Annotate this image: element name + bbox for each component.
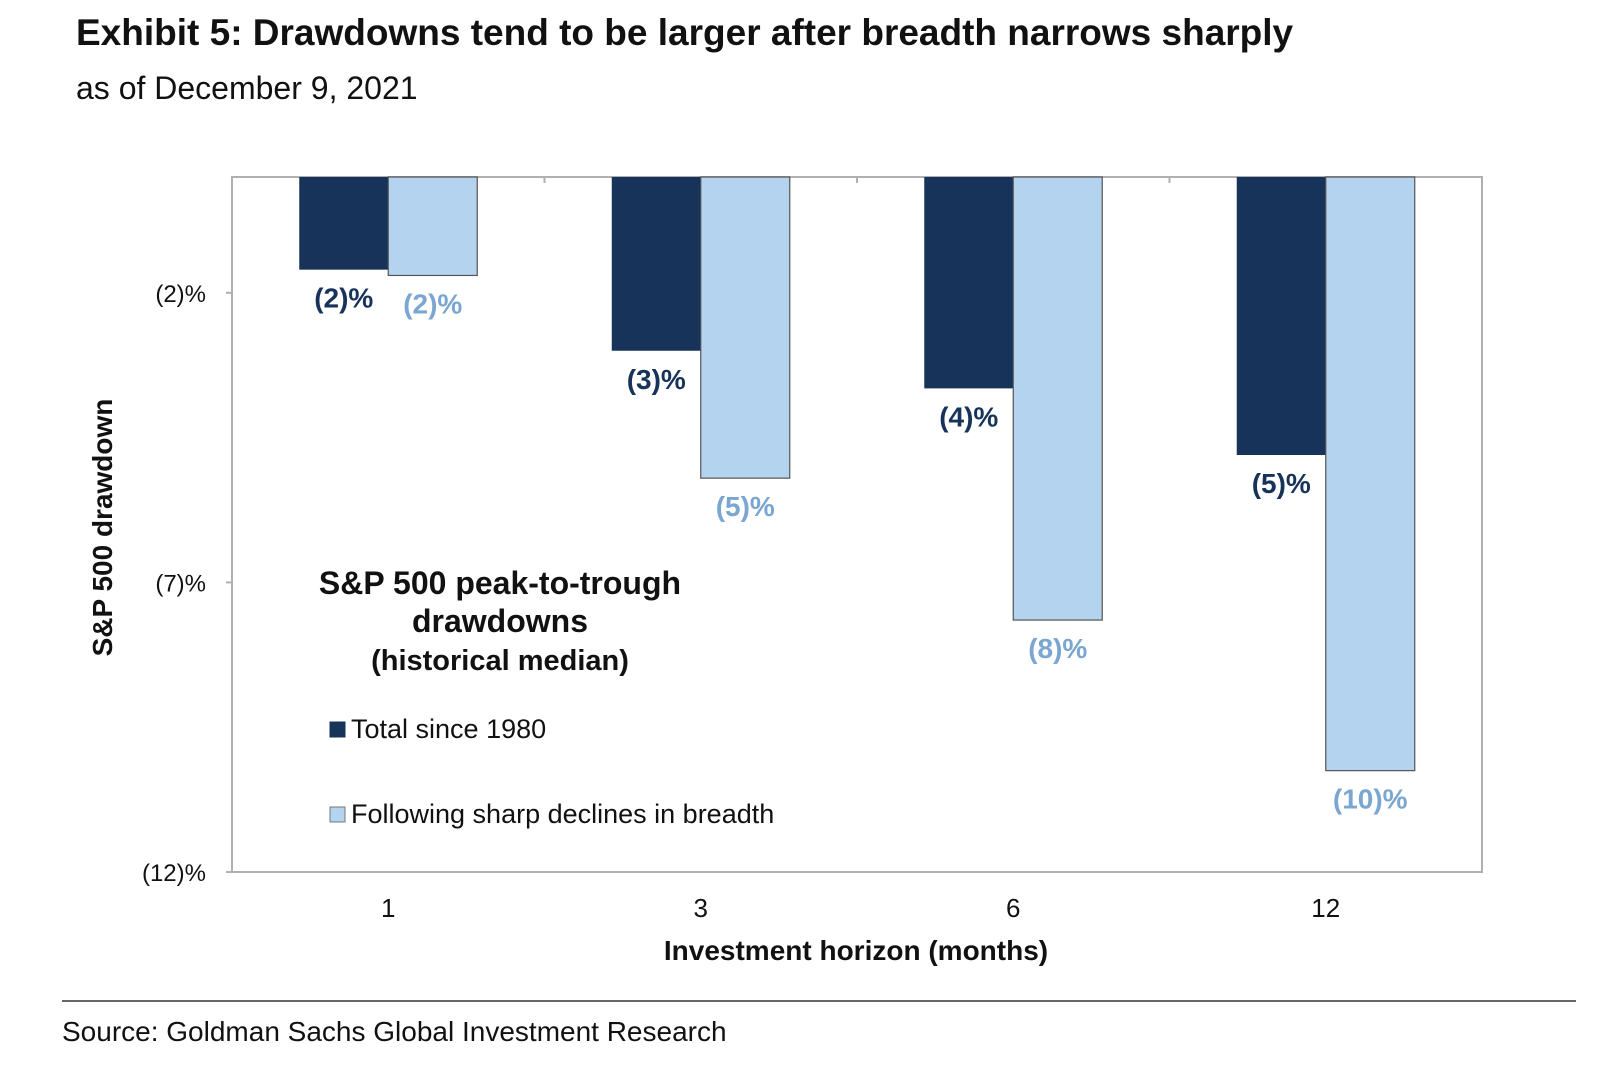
y-tick-label: (2)% bbox=[155, 281, 206, 308]
data-label-total: (5)% bbox=[1252, 468, 1311, 499]
bar-following-sharp-declines bbox=[1325, 176, 1416, 772]
x-tick-label: 6 bbox=[1006, 893, 1020, 923]
x-tick-label: 12 bbox=[1311, 893, 1340, 923]
data-label-following: (10)% bbox=[1333, 784, 1408, 815]
bar-total-since-1980 bbox=[1236, 177, 1326, 455]
legend-swatch-following bbox=[329, 806, 346, 823]
bar-chart: (2)% (2)% 1 (3)% (5)% 3 (4)% (8)% 6 (5)% (10)% 12 (2… bbox=[87, 176, 1483, 966]
annotation-line: S&P 500 peak-to-trough bbox=[319, 565, 681, 601]
annotation-line: drawdowns bbox=[412, 603, 588, 639]
chart-subtitle: as of December 9, 2021 bbox=[76, 70, 418, 106]
data-label-following: (2)% bbox=[403, 288, 462, 319]
x-tick-label: 3 bbox=[694, 893, 708, 923]
chart-title: Exhibit 5: Drawdowns tend to be larger a… bbox=[76, 12, 1294, 53]
data-label-following: (5)% bbox=[716, 491, 775, 522]
bar-following-sharp-declines bbox=[700, 176, 791, 479]
bar-total-since-1980 bbox=[924, 177, 1014, 389]
bar-following-sharp-declines bbox=[387, 176, 478, 277]
data-label-total: (4)% bbox=[939, 401, 998, 432]
data-label-total: (3)% bbox=[627, 364, 686, 395]
source-divider bbox=[62, 1000, 1576, 1002]
data-label-total: (2)% bbox=[314, 283, 373, 314]
y-axis-title: S&P 500 drawdown bbox=[87, 399, 118, 657]
source-note: Source: Goldman Sachs Global Investment … bbox=[62, 1016, 727, 1047]
x-axis-title: Investment horizon (months) bbox=[664, 935, 1048, 966]
legend-swatch-total bbox=[329, 721, 346, 738]
data-label-following: (8)% bbox=[1028, 633, 1087, 664]
bar-total-since-1980 bbox=[611, 177, 701, 351]
annotation-line: (historical median) bbox=[371, 645, 629, 677]
legend-label: Total since 1980 bbox=[351, 714, 546, 744]
legend-label: Following sharp declines in breadth bbox=[351, 799, 774, 829]
y-tick-label: (12)% bbox=[142, 860, 206, 887]
x-tick-label: 1 bbox=[381, 893, 395, 923]
bar-total-since-1980 bbox=[299, 177, 389, 270]
bar-following-sharp-declines bbox=[1012, 176, 1103, 621]
y-tick-label: (7)% bbox=[155, 570, 206, 597]
